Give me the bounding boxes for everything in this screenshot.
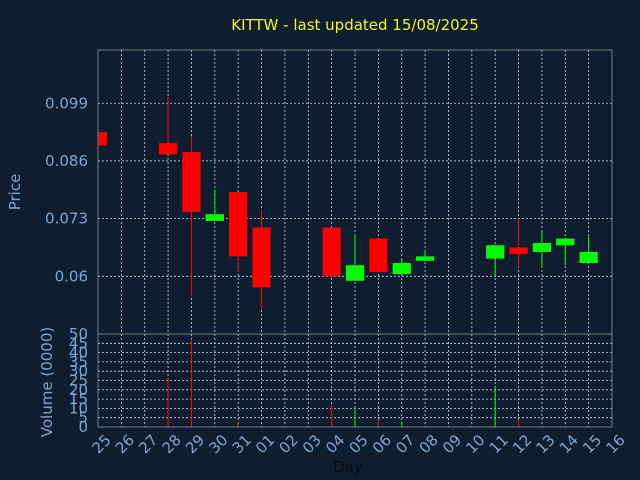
price-tick-label: 0.073 bbox=[45, 210, 88, 228]
x-tick-label: 28 bbox=[159, 431, 185, 457]
price-tick-label: 0.086 bbox=[45, 152, 88, 170]
candle-body bbox=[369, 238, 388, 272]
price-panel: 0.099 0.086 0.073 0.06 Price bbox=[6, 49, 613, 335]
x-tick-label: 15 bbox=[579, 431, 605, 457]
volume-tick-label: 5 bbox=[78, 409, 88, 427]
volume-tick-label: 10 bbox=[69, 399, 88, 417]
x-tick-label: 27 bbox=[135, 431, 161, 457]
candle-body bbox=[252, 227, 271, 288]
volume-tick-label: 15 bbox=[69, 390, 88, 408]
price-axis-label: Price bbox=[6, 174, 24, 211]
x-tick-label: 11 bbox=[486, 431, 512, 457]
volume-bars bbox=[167, 339, 520, 427]
x-tick-label: 31 bbox=[229, 431, 255, 457]
candle-body bbox=[345, 265, 365, 281]
candle-body bbox=[556, 238, 575, 246]
volume-tick-label: 25 bbox=[69, 372, 88, 390]
x-tick-label: 16 bbox=[603, 431, 629, 457]
x-axis-label: Day bbox=[333, 458, 363, 476]
x-tick-label: 01 bbox=[252, 431, 278, 457]
volume-tick-label: 40 bbox=[69, 344, 88, 362]
volume-tick-label: 50 bbox=[69, 325, 88, 343]
x-tick-label: 07 bbox=[392, 431, 418, 457]
volume-tick-label: 30 bbox=[69, 362, 88, 380]
x-tick-label: 13 bbox=[532, 431, 558, 457]
chart-title: KITTW - last updated 15/08/2025 bbox=[231, 16, 479, 34]
x-tick-label: 05 bbox=[346, 431, 372, 457]
x-tick-label: 30 bbox=[205, 431, 231, 457]
volume-tick-label: 0 bbox=[78, 418, 88, 436]
candle-body bbox=[182, 152, 201, 212]
x-tick-label: 14 bbox=[556, 431, 582, 457]
candle-body bbox=[532, 243, 552, 252]
candle-body bbox=[205, 214, 224, 221]
candle-body bbox=[486, 245, 505, 259]
volume-axis-label: Volume (0000) bbox=[38, 327, 56, 437]
price-candles bbox=[97, 96, 598, 310]
candle-body bbox=[579, 251, 598, 263]
price-grid bbox=[98, 50, 612, 334]
candle-body bbox=[415, 256, 435, 261]
x-tick-label: 09 bbox=[439, 431, 465, 457]
candle-body bbox=[98, 132, 108, 146]
candle-body bbox=[322, 227, 341, 277]
x-tick-label: 02 bbox=[275, 431, 301, 457]
x-tick-label: 29 bbox=[182, 431, 208, 457]
x-tick-label: 04 bbox=[322, 431, 348, 457]
volume-tick-label: 45 bbox=[69, 334, 88, 352]
price-tick-label: 0.099 bbox=[45, 94, 88, 112]
x-tick-label: 08 bbox=[416, 431, 442, 457]
volume-tick-label: 20 bbox=[69, 381, 88, 399]
candle-body bbox=[509, 247, 528, 255]
x-tick-label: 06 bbox=[369, 431, 395, 457]
candle-body bbox=[229, 192, 248, 257]
x-tick-label: 26 bbox=[112, 431, 138, 457]
volume-tick-label: 35 bbox=[69, 353, 88, 371]
candle-body bbox=[392, 263, 411, 275]
candle-body bbox=[158, 143, 178, 155]
x-tick-label: 25 bbox=[89, 431, 115, 457]
volume-frame bbox=[97, 333, 613, 428]
x-tick-label: 10 bbox=[462, 431, 488, 457]
x-tick-label: 12 bbox=[509, 431, 535, 457]
x-axis-ticks: 2526272829303101020304050607080910111213… bbox=[89, 431, 629, 457]
price-tick-label: 0.06 bbox=[55, 267, 88, 285]
price-y-ticks: 0.099 0.086 0.073 0.06 bbox=[45, 94, 88, 285]
x-tick-label: 03 bbox=[299, 431, 325, 457]
